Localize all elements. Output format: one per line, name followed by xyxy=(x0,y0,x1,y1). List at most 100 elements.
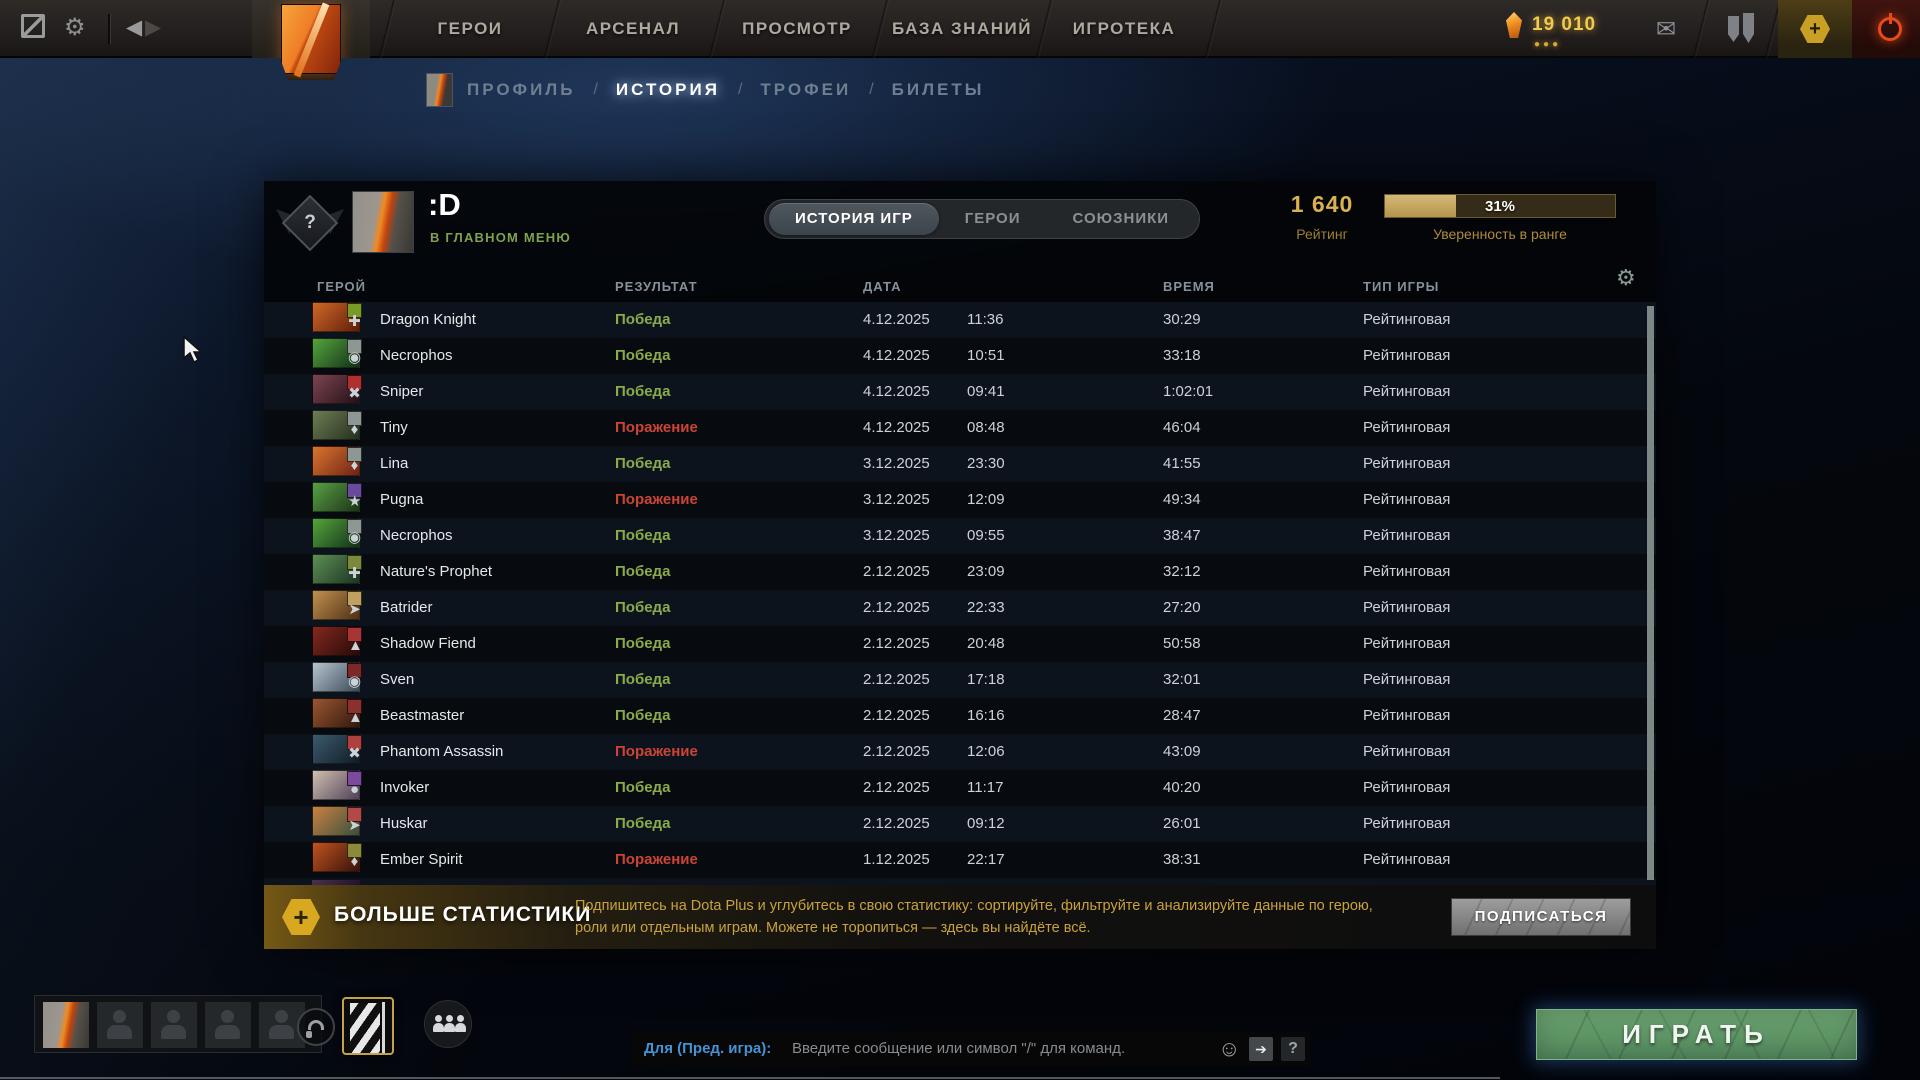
breadcrumb-history[interactable]: ИСТОРИЯ xyxy=(615,80,720,99)
match-duration: 33:18 xyxy=(1163,347,1201,364)
match-result: Победа xyxy=(615,599,671,616)
hero-badge-icon: ★ xyxy=(347,483,362,510)
column-result[interactable]: РЕЗУЛЬТАТ xyxy=(615,279,698,294)
table-row[interactable]: ▲ Shadow Fiend Победа 2.12.2025 20:48 50… xyxy=(264,626,1656,662)
match-type: Рейтинговая xyxy=(1363,599,1451,616)
mail-icon[interactable]: ✉ xyxy=(1656,16,1677,43)
table-row[interactable]: ♦ Lina Победа 3.12.2025 23:30 41:55 Рейт… xyxy=(264,446,1656,482)
breadcrumb-tickets[interactable]: БИЛЕТЫ xyxy=(891,80,985,99)
table-row[interactable]: ✖ Sniper Победа 4.12.2025 09:41 1:02:01 … xyxy=(264,374,1656,410)
column-hero[interactable]: ГЕРОЙ xyxy=(317,279,366,294)
nav-arsenal[interactable]: АРСЕНАЛ xyxy=(586,19,680,38)
party-slot-empty[interactable] xyxy=(97,1002,143,1048)
match-date: 4.12.2025 xyxy=(863,347,930,364)
column-type[interactable]: ТИП ИГРЫ xyxy=(1363,279,1440,294)
hero-name: Tiny xyxy=(380,419,408,436)
table-row[interactable]: ♦ Ember Spirit Поражение 1.12.2025 22:17… xyxy=(264,842,1656,878)
banner-description: Подпишитесь на Dota Plus и углубитесь в … xyxy=(575,898,1373,936)
table-scrollbar[interactable] xyxy=(1647,306,1654,880)
match-result: Победа xyxy=(615,563,671,580)
party-slot-empty[interactable] xyxy=(205,1002,251,1048)
hero-name: Ember Spirit xyxy=(380,851,463,868)
match-result: Победа xyxy=(615,779,671,796)
table-row[interactable]: ➤ Batrider Победа 2.12.2025 22:33 27:20 … xyxy=(264,590,1656,626)
hero-portrait: ▲ xyxy=(312,626,363,656)
settings-gear-icon[interactable]: ⚙ xyxy=(64,14,86,41)
friends-list-icon[interactable] xyxy=(424,1000,472,1048)
guild-banner-icon[interactable] xyxy=(342,997,394,1055)
breadcrumb-trophies[interactable]: ТРОФЕИ xyxy=(760,80,852,99)
voice-headset-icon[interactable] xyxy=(297,1008,335,1046)
hero-portrait: ★ xyxy=(312,482,362,512)
armory-icon[interactable] xyxy=(1728,13,1758,44)
confidence-label: Уверенность в ранге xyxy=(1433,226,1567,242)
dota-logo[interactable] xyxy=(252,0,370,80)
match-time: 09:55 xyxy=(967,527,1005,544)
table-row[interactable]: ✚ Nature's Prophet Победа 2.12.2025 23:0… xyxy=(264,554,1656,590)
party-slot-empty[interactable] xyxy=(259,1002,305,1048)
match-time: 16:16 xyxy=(967,707,1005,724)
nav-divider xyxy=(1204,0,1223,58)
match-type: Рейтинговая xyxy=(1363,383,1451,400)
nav-watch[interactable]: ПРОСМОТР xyxy=(742,19,852,38)
party-slot-self[interactable] xyxy=(43,1002,89,1048)
match-date: 3.12.2025 xyxy=(863,491,930,508)
nav-heroes[interactable]: ГЕРОИ xyxy=(437,19,503,38)
table-row[interactable]: ✖ Phantom Assassin Поражение 2.12.2025 1… xyxy=(264,734,1656,770)
table-row[interactable]: ♦ Tiny Поражение 4.12.2025 08:48 46:04 Р… xyxy=(264,410,1656,446)
match-duration: 50:58 xyxy=(1163,635,1201,652)
table-row[interactable]: ➤ Huskar Победа 2.12.2025 09:12 26:01 Ре… xyxy=(264,806,1656,842)
hero-portrait: ♦ xyxy=(312,410,362,440)
match-result: Победа xyxy=(615,671,671,688)
match-result: Поражение xyxy=(615,419,698,436)
chat-channel-prefix: Для (Пред. игра): xyxy=(644,1040,772,1057)
table-row[interactable]: ★ Pugna Поражение 3.12.2025 12:09 49:34 … xyxy=(264,482,1656,518)
news-icon[interactable] xyxy=(21,14,45,38)
back-arrow-icon[interactable]: ◀ xyxy=(126,16,143,39)
power-icon[interactable] xyxy=(1878,13,1902,41)
nav-events[interactable]: ИГРОТЕКА xyxy=(1072,19,1176,38)
table-row[interactable]: ◉ Necrophos Победа 3.12.2025 09:55 38:47… xyxy=(264,518,1656,554)
chat-input[interactable]: Для (Пред. игра): Введите сообщение или … xyxy=(632,1032,1310,1066)
match-time: 22:17 xyxy=(967,851,1005,868)
banner-title: БОЛЬШЕ СТАТИСТИКИ xyxy=(334,903,592,926)
match-duration: 28:47 xyxy=(1163,707,1201,724)
party-slot-empty[interactable] xyxy=(151,1002,197,1048)
hero-name: Nature's Prophet xyxy=(380,563,493,580)
emoticon-icon[interactable]: ☺ xyxy=(1218,1036,1241,1061)
match-duration: 30:29 xyxy=(1163,311,1201,328)
forward-arrow-icon[interactable]: ▶ xyxy=(145,16,162,39)
match-date: 4.12.2025 xyxy=(863,419,930,436)
tab-match-history[interactable]: ИСТОРИЯ ИГР xyxy=(769,203,939,235)
tab-allies[interactable]: СОЮЗНИКИ xyxy=(1072,210,1170,227)
avatar-thumbnail[interactable] xyxy=(426,73,453,107)
hero-name: Invoker xyxy=(380,779,430,796)
column-duration[interactable]: ВРЕМЯ xyxy=(1163,279,1215,294)
chat-popout-icon[interactable]: ➔ xyxy=(1249,1037,1273,1061)
table-row[interactable]: ◉ Necrophos Победа 4.12.2025 10:51 33:18… xyxy=(264,338,1656,374)
tab-heroes[interactable]: ГЕРОИ xyxy=(964,210,1021,227)
breadcrumb-profile[interactable]: ПРОФИЛЬ xyxy=(467,80,576,99)
play-button[interactable]: ИГРАТЬ xyxy=(1536,1009,1857,1060)
match-result: Поражение xyxy=(615,743,698,760)
match-time: 11:36 xyxy=(967,311,1004,328)
match-result: Победа xyxy=(615,815,671,832)
match-result: Поражение xyxy=(615,851,698,868)
match-type: Рейтинговая xyxy=(1363,635,1451,652)
column-date[interactable]: ДАТА xyxy=(863,279,902,294)
table-row[interactable]: ● Invoker Победа 2.12.2025 11:17 40:20 Р… xyxy=(264,770,1656,806)
chat-help-icon[interactable]: ? xyxy=(1281,1037,1305,1061)
table-row[interactable]: ✚ Dragon Knight Победа 4.12.2025 11:36 3… xyxy=(264,302,1656,338)
table-row[interactable]: ◉ Sven Победа 2.12.2025 17:18 32:01 Рейт… xyxy=(264,662,1656,698)
match-date: 2.12.2025 xyxy=(863,635,930,652)
table-settings-gear-icon[interactable]: ⚙ xyxy=(1616,265,1636,290)
avatar[interactable] xyxy=(352,191,414,253)
table-row[interactable]: ▲ Beastmaster Победа 2.12.2025 16:16 28:… xyxy=(264,698,1656,734)
party-widget xyxy=(34,995,322,1053)
nav-divider xyxy=(543,0,562,58)
match-time: 09:41 xyxy=(967,383,1005,400)
subscribe-button[interactable]: ПОДПИСАТЬСЯ xyxy=(1451,898,1631,936)
nav-learn[interactable]: БАЗА ЗНАНИЙ xyxy=(892,19,1032,38)
hero-portrait: ✖ xyxy=(312,734,362,764)
match-time: 08:48 xyxy=(967,419,1005,436)
